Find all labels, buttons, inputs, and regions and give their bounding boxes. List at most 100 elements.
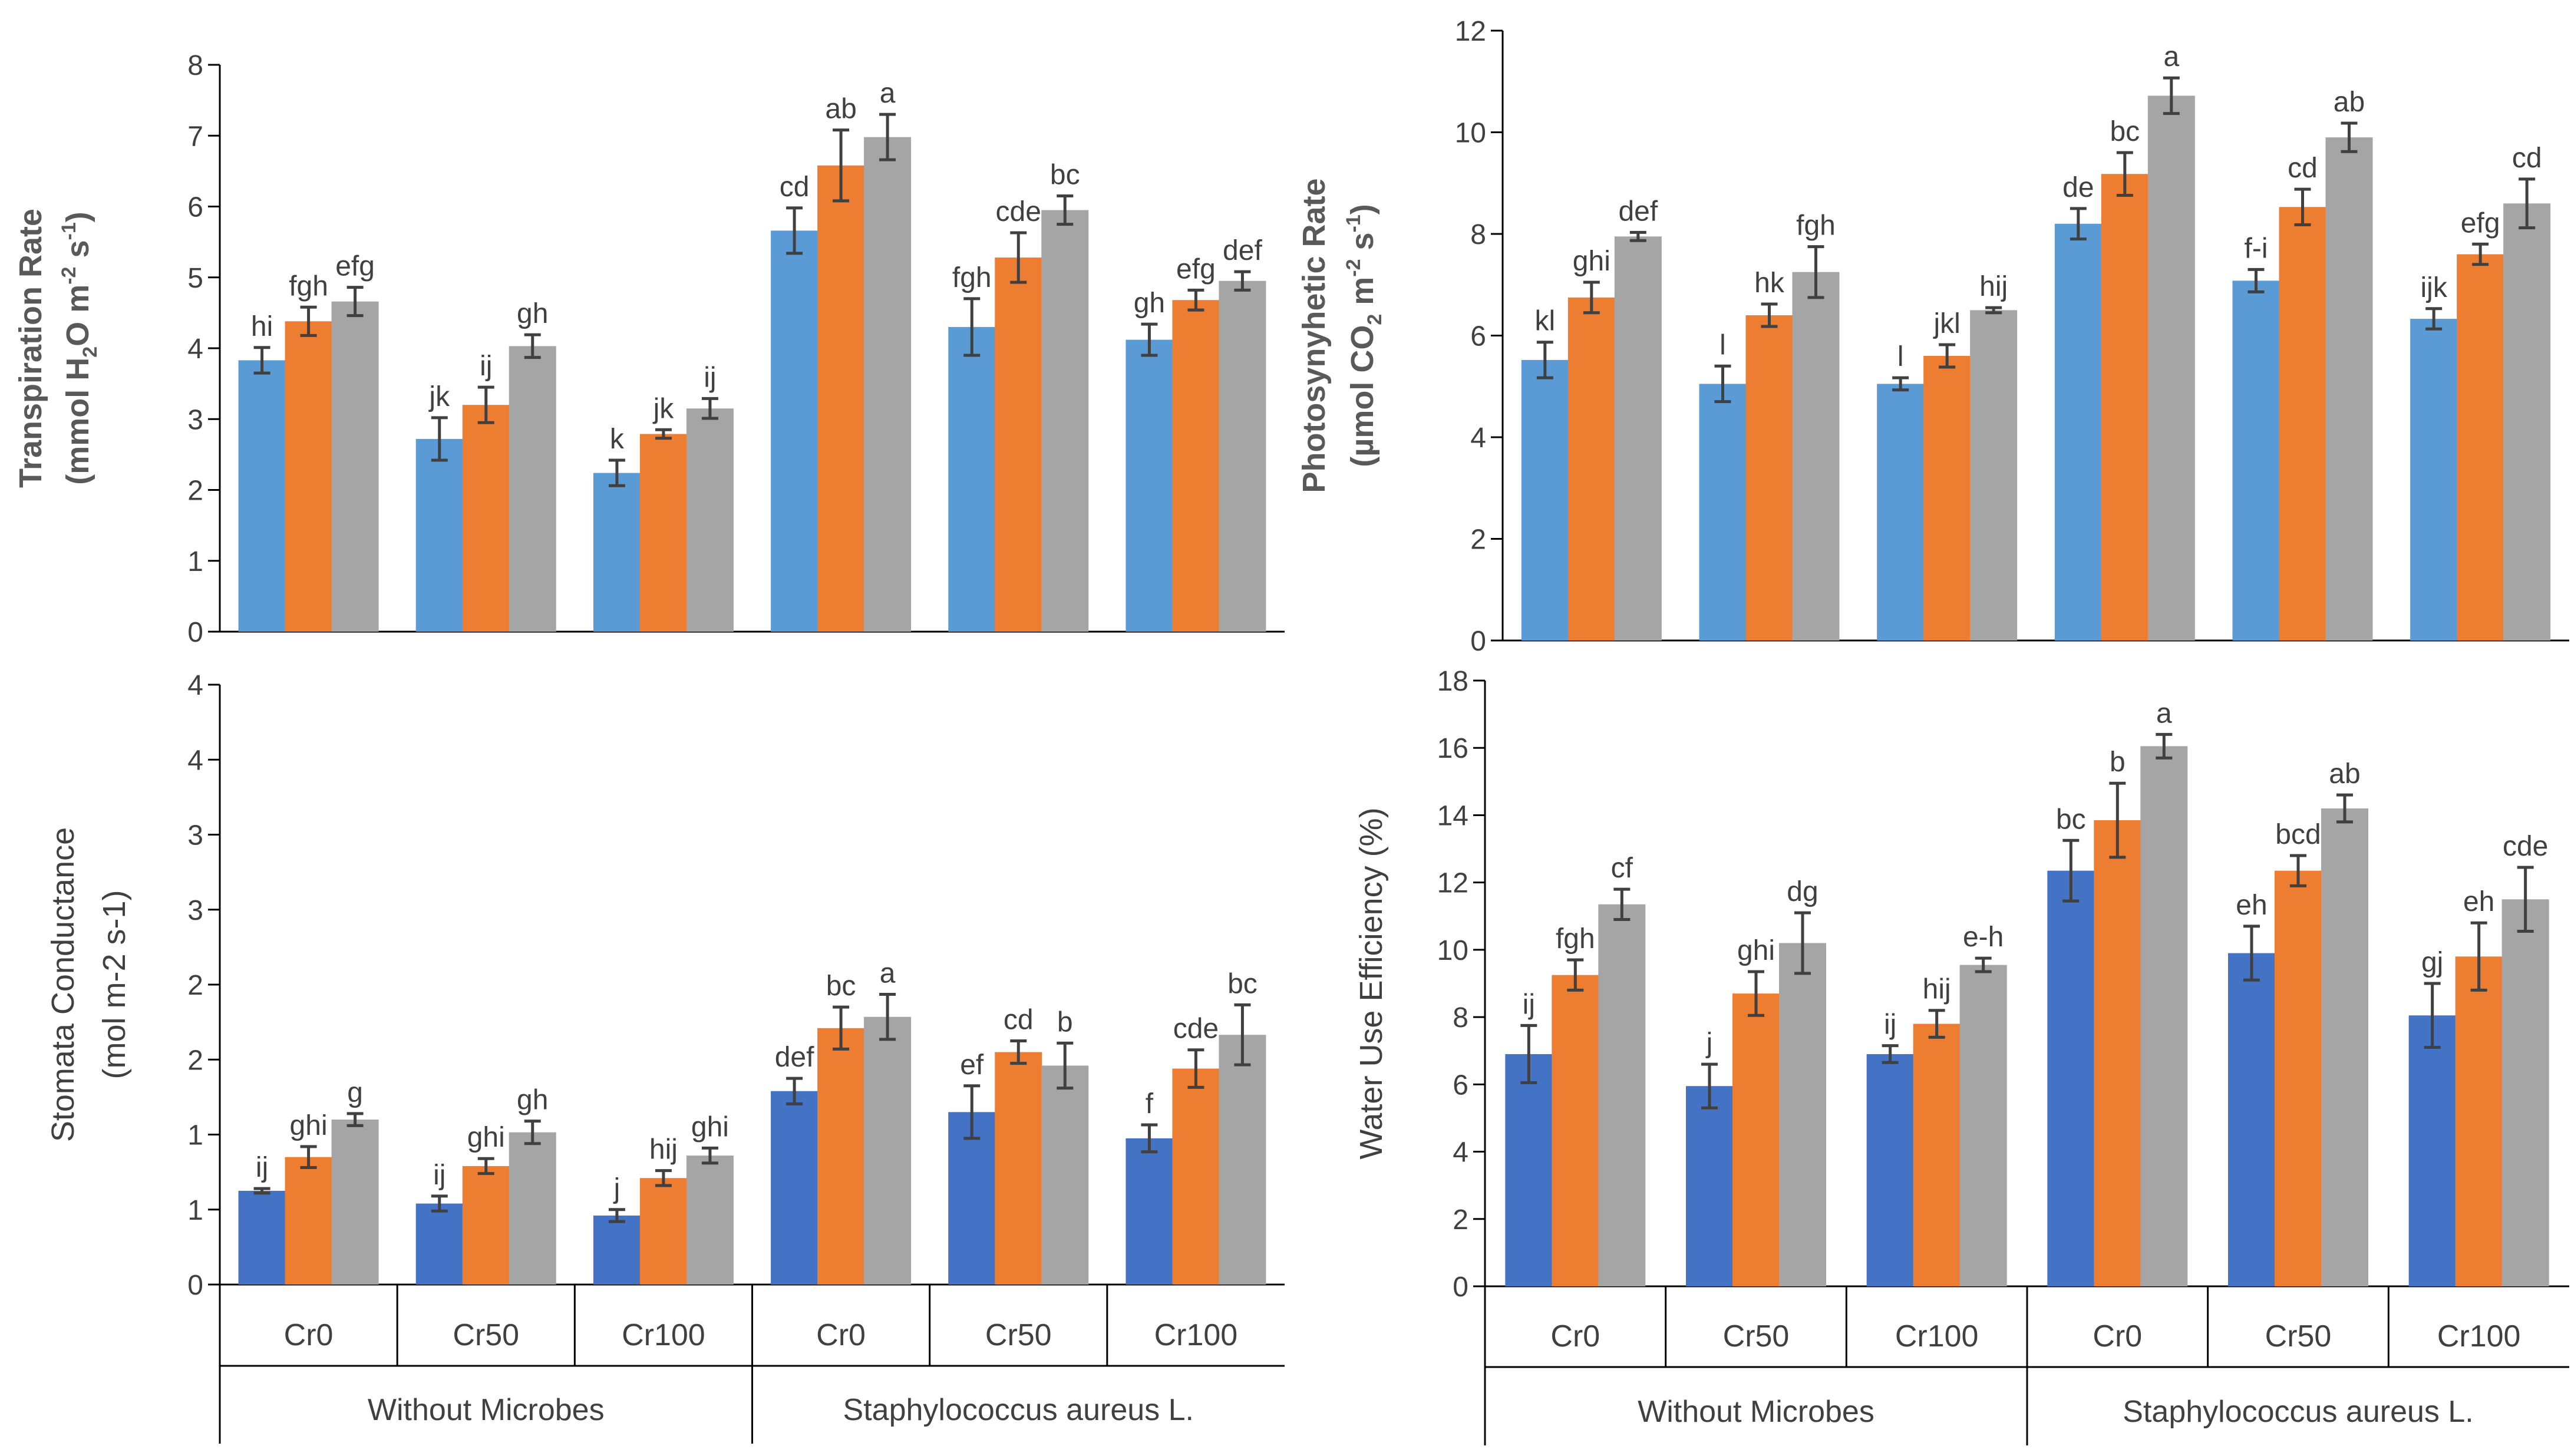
y-axis-unit-part: -1 [58,222,80,240]
significance-letter: a [880,958,896,989]
significance-letter: fgh [952,262,992,293]
significance-letter: ghi [1737,935,1775,966]
bar [2501,899,2549,1286]
bar [1219,1035,1266,1285]
y-tick-label: 3 [187,404,203,435]
y-tick-label: 2 [187,970,203,1001]
significance-letter: ghi [1573,246,1610,277]
group-label: Without Microbes [368,1393,605,1427]
significance-letter: hk [1754,268,1785,299]
chart-panel-top-left: 012345678hijkkcdfghghfghijjkabcdeefgefgg… [13,50,1285,648]
significance-letter: ij [1523,989,1535,1020]
significance-letter: gj [2421,947,2443,978]
bar [686,408,734,632]
bar [2457,254,2504,640]
significance-letter: ghi [467,1122,505,1153]
significance-letter: gh [1134,288,1165,319]
bar [331,1120,379,1285]
category-label: Cr50 [985,1318,1052,1352]
significance-letter: fgh [289,270,328,302]
bar [864,137,912,632]
y-axis-unit: (mol m-2 s-1) [97,890,132,1079]
bar [1959,965,2007,1286]
bar [1913,1024,1961,1286]
bar [509,1132,556,1285]
bar [1126,1138,1173,1285]
significance-letter: cde [1173,1013,1219,1045]
significance-letter: hij [1979,271,2008,302]
category-label: Cr0 [1550,1319,1600,1353]
y-axis-unit-part: -1 [1342,214,1365,232]
significance-letter: ghi [691,1111,729,1143]
significance-letter: j [613,1173,621,1204]
significance-letter: ijk [2421,272,2448,303]
significance-letter: a [880,78,896,109]
y-tick-label: 0 [1470,626,1486,657]
bar [817,165,865,632]
significance-letter: l [1897,341,1904,372]
bar [1552,975,1599,1286]
significance-letter: efg [1176,253,1216,285]
significance-letter: cd [1004,1004,1034,1035]
y-axis-unit-part: 2 [79,346,101,358]
y-tick-label: 12 [1437,868,1468,899]
bar [1699,384,1747,640]
bar [686,1155,734,1285]
significance-letter: j [1705,1028,1713,1059]
bar [238,360,286,632]
significance-letter: eh [2463,886,2494,917]
significance-letter: hi [251,311,273,342]
significance-letter: b [1057,1006,1073,1038]
bar [1745,315,1793,640]
significance-letter: jkl [1933,308,1961,339]
y-tick-label: 6 [1470,321,1486,352]
bar [995,1052,1042,1285]
y-tick-label: 8 [187,50,203,81]
category-label: Cr50 [1723,1319,1790,1353]
bar [238,1190,286,1285]
bar [2408,1015,2456,1286]
bar [2275,870,2322,1286]
significance-letter: bc [826,970,856,1002]
bar [2101,174,2148,641]
bar [864,1016,912,1285]
bar [1521,359,1569,640]
bar [2228,953,2275,1286]
significance-letter: b [2110,747,2126,778]
bar [2325,137,2373,640]
y-tick-label: 3 [187,895,203,926]
bar [593,1215,641,1285]
y-axis-unit-part: (µmol CO [1345,325,1380,467]
y-tick-label: 8 [1453,1002,1468,1034]
significance-letter: fgh [1796,210,1836,242]
y-tick-label: 2 [187,1045,203,1076]
significance-letter: ij [480,351,492,382]
significance-letter: cd [2288,153,2318,184]
significance-letter: jk [652,393,675,424]
y-axis-unit-part: -2 [58,267,80,285]
bar [1505,1054,1553,1286]
bar [2410,319,2458,640]
y-tick-label: 16 [1437,733,1468,764]
bar [817,1028,865,1285]
y-axis-title: Stomata Conductance [45,827,81,1142]
significance-letter: ab [2334,87,2365,118]
significance-letter: cde [996,196,1041,227]
bar [462,1166,510,1285]
significance-letter: ghi [290,1110,328,1141]
significance-letter: ij [1884,1009,1896,1041]
chart-root: 012345678hijkkcdfghghfghijjkabcdeefgefgg… [13,16,2569,1445]
bar [1732,993,1780,1286]
group-label: Staphylococcus aureus L. [843,1393,1194,1427]
significance-letter: e-h [1963,922,2004,953]
significance-letter: def [1618,196,1658,227]
significance-letter: gh [517,1085,548,1116]
y-tick-label: 0 [1453,1272,1468,1303]
y-tick-label: 2 [1470,524,1486,556]
significance-letter: kl [1534,306,1555,337]
bar [1923,356,1971,640]
bar [995,257,1042,632]
bar [285,321,332,632]
